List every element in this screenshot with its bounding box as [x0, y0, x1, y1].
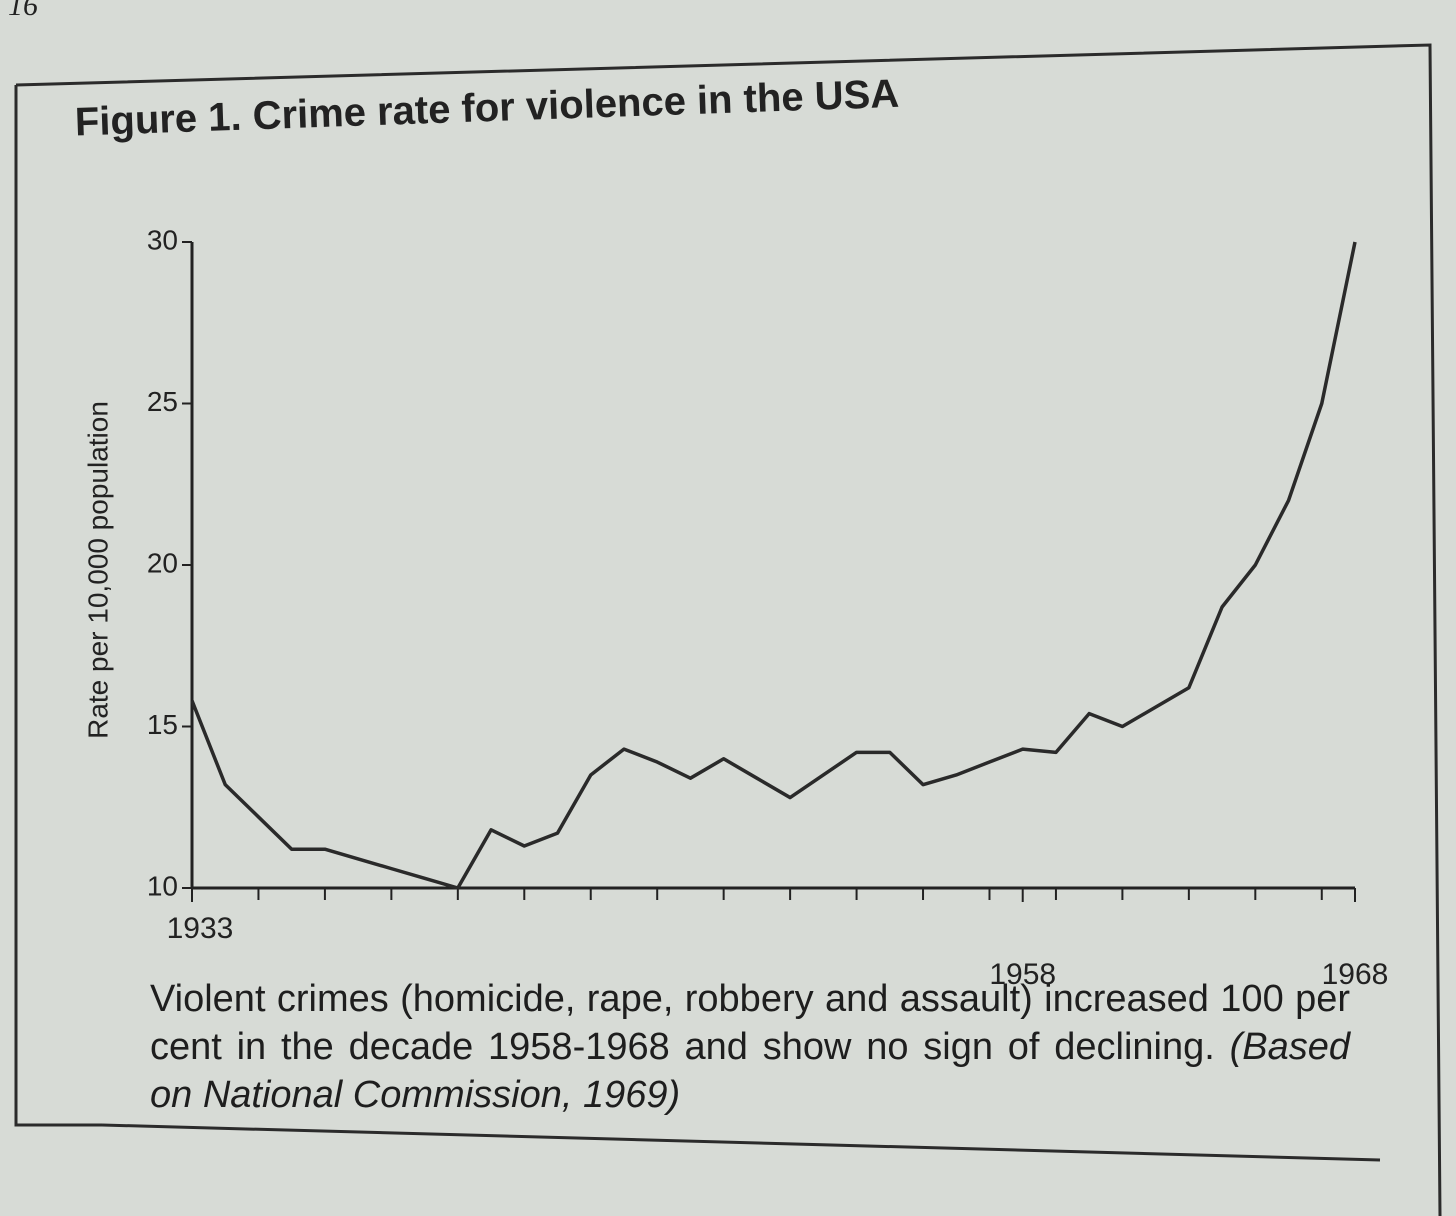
y-tick-label: 15 — [147, 709, 178, 740]
line-series — [190, 241, 1357, 890]
y-tick-label: 30 — [147, 224, 178, 255]
frame — [15, 43, 1442, 1216]
y-tick-label: 20 — [147, 547, 178, 578]
y-tick-label: 25 — [147, 386, 178, 417]
y-tick-label: 10 — [147, 870, 178, 901]
x-tick-label: 1933 — [167, 912, 234, 945]
x-tick-label: 1958 — [989, 958, 1056, 991]
y-axis-label: Rate per 10,000 population — [82, 401, 113, 739]
page-number: 16 — [8, 0, 38, 22]
x-tick-label: 1968 — [1322, 958, 1389, 991]
frame — [14, 85, 102, 1127]
chart-title: Figure 1. Crime rate for violence in the… — [74, 72, 900, 145]
caption: Violent crimes (homicide, rape, robbery … — [150, 975, 1350, 1119]
caption-text: Violent crimes (homicide, rape, robbery … — [150, 978, 1350, 1068]
caption-source: (Based on National Commission, 1969) — [150, 1026, 1351, 1116]
